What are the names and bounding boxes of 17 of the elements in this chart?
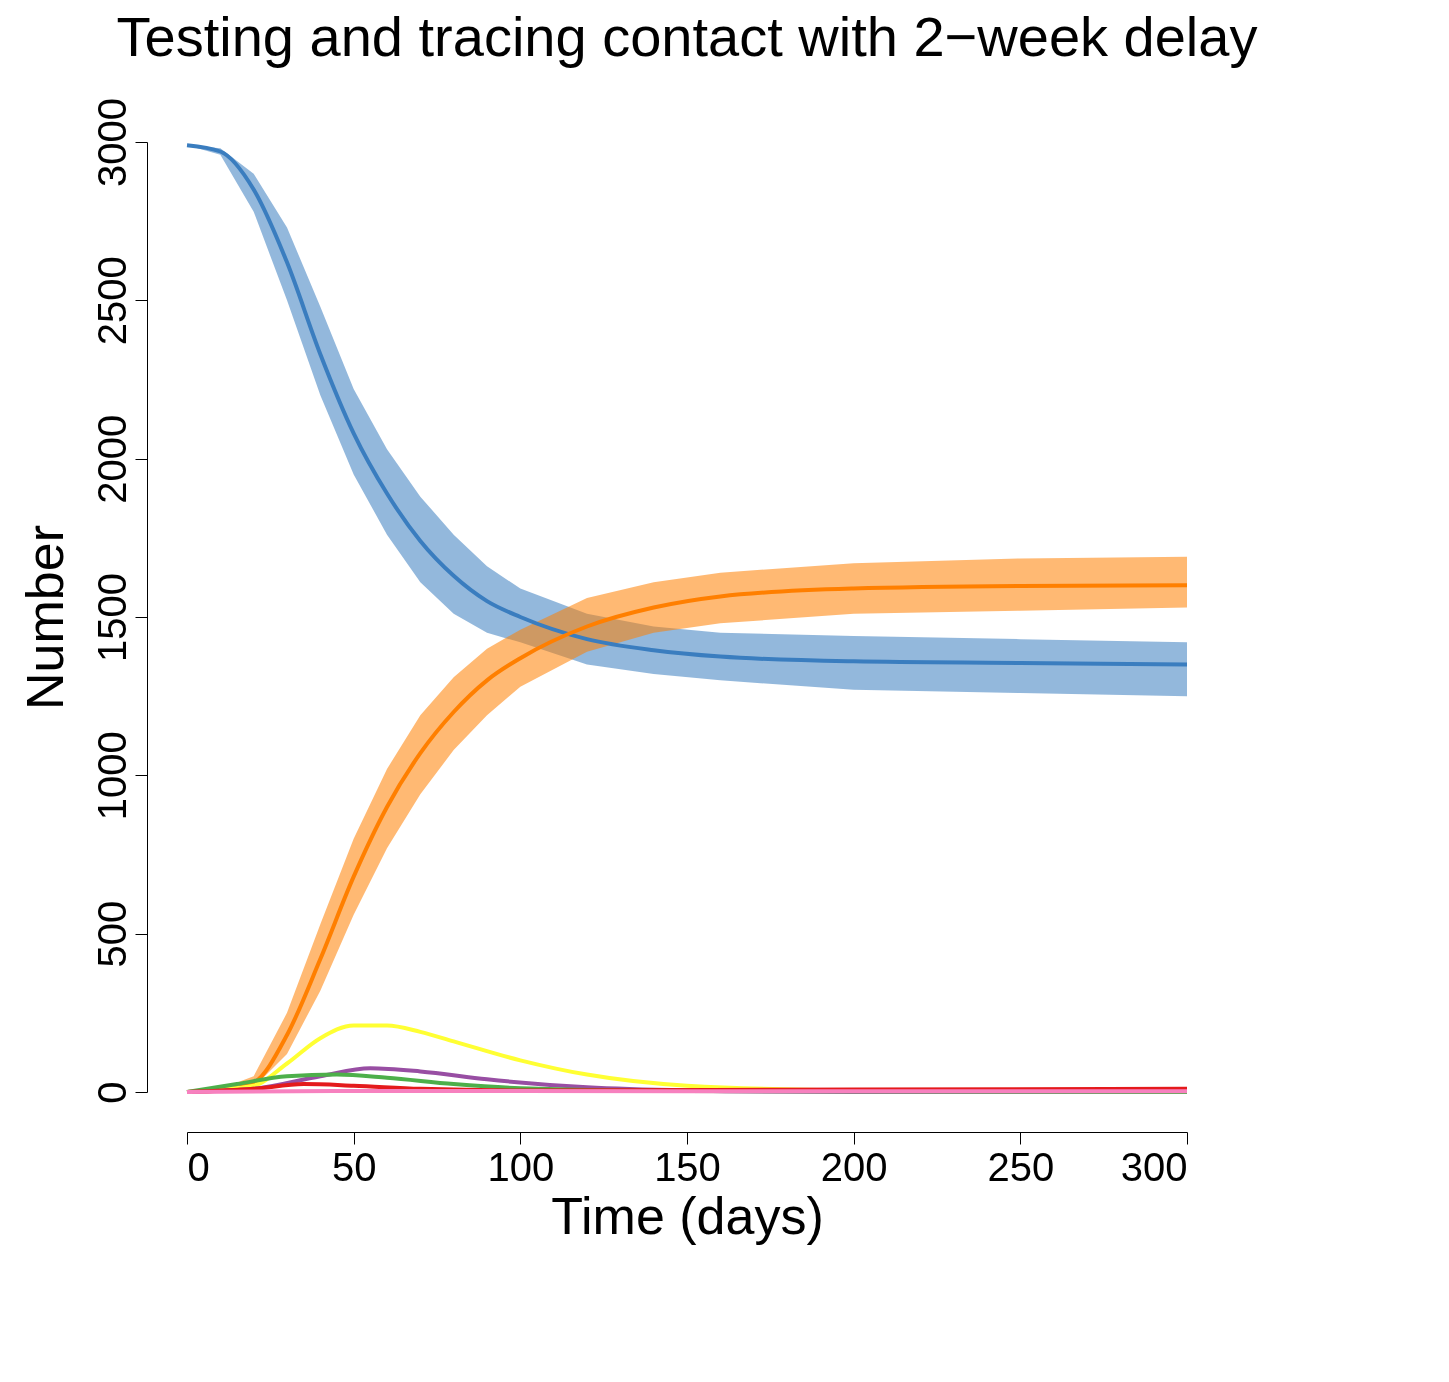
y-tick-label: 2000 [89,414,134,504]
x-axis-title: Time (days) [551,1186,824,1245]
y-tick-label: 0 [89,1081,134,1104]
y-tick-label: 1000 [89,731,134,821]
x-tick-label: 200 [820,1144,888,1189]
x-tick-label: 250 [987,1144,1055,1189]
x-tick-label: 0 [187,1144,210,1189]
x-tick-label: 300 [1120,1144,1188,1189]
x-tick-label: 50 [331,1144,377,1189]
y-tick-label: 500 [89,900,134,968]
y-tick-label: 2500 [89,256,134,346]
y-tick-label: 3000 [89,98,134,187]
x-tick-label: 150 [654,1144,721,1189]
chart-title: Testing and tracing contact with 2−week delay [116,4,1258,68]
y-axis-title: Number [15,525,74,710]
y-tick-label: 1500 [89,573,134,662]
x-tick-label: 100 [487,1144,555,1189]
